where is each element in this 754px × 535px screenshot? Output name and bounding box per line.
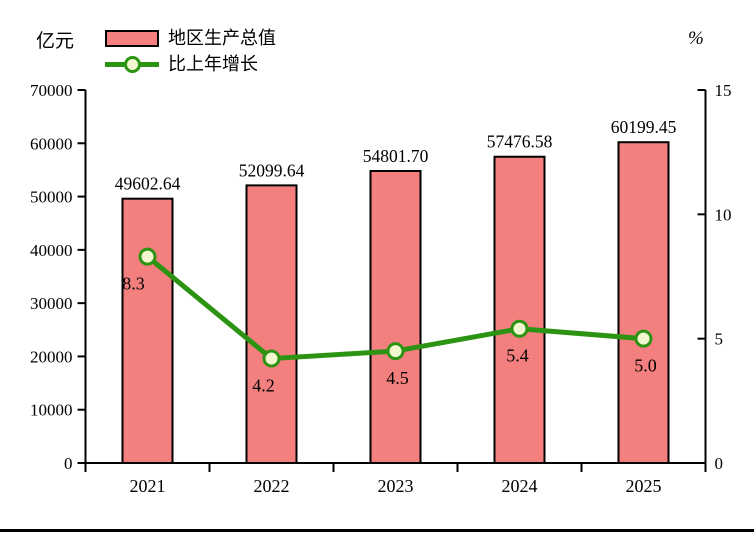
growth-value-label-2022: 4.2 — [252, 376, 275, 396]
bar-value-label-2022: 52099.64 — [239, 160, 305, 180]
right-axis-tick-label: 10 — [715, 205, 732, 224]
right-axis-tick-label: 5 — [715, 330, 724, 349]
growth-value-label-2025: 5.0 — [634, 356, 657, 376]
x-axis-label-2022: 2022 — [254, 476, 290, 496]
left-axis-tick-label: 60000 — [30, 134, 73, 153]
bar-value-label-2023: 54801.70 — [363, 146, 429, 166]
legend-item-growth: 比上年增长 — [105, 55, 276, 74]
right-axis-unit-label: % — [688, 28, 704, 49]
left-axis-unit-label: 亿元 — [36, 31, 75, 52]
legend: 地区生产总值 比上年增长 — [105, 29, 276, 81]
legend-line-marker-icon — [124, 56, 141, 73]
bar-value-label-2024: 57476.58 — [487, 132, 553, 152]
growth-marker-2025 — [634, 329, 653, 348]
bar-2024 — [493, 155, 546, 464]
legend-bar-swatch — [105, 30, 159, 47]
bar-2022 — [245, 184, 298, 464]
left-axis-tick-label: 40000 — [30, 241, 73, 260]
right-axis-tick-label: 0 — [715, 454, 724, 473]
bar-value-label-2021: 49602.64 — [115, 174, 181, 194]
left-axis-tick-label: 30000 — [30, 294, 73, 313]
growth-marker-2024 — [510, 319, 529, 338]
right-axis-tick-label: 15 — [715, 81, 732, 100]
growth-marker-2021 — [138, 247, 157, 266]
growth-marker-2023 — [386, 342, 405, 361]
legend-label-growth: 比上年增长 — [168, 54, 258, 74]
x-axis-label-2024: 2024 — [502, 476, 538, 496]
bar-2021 — [121, 197, 174, 465]
x-axis-label-2023: 2023 — [378, 476, 414, 496]
left-axis-tick-label: 70000 — [30, 81, 73, 100]
legend-item-gdp: 地区生产总值 — [105, 29, 276, 48]
page-bottom-rule — [0, 529, 754, 532]
legend-label-gdp: 地区生产总值 — [168, 28, 276, 48]
left-axis-tick-label: 10000 — [30, 401, 73, 420]
x-axis-label-2025: 2025 — [626, 476, 662, 496]
left-axis-tick-label: 20000 — [30, 347, 73, 366]
legend-line-swatch — [105, 56, 159, 73]
growth-value-label-2024: 5.4 — [506, 346, 529, 366]
left-axis-tick-label: 50000 — [30, 188, 73, 207]
bar-2025 — [617, 141, 670, 464]
x-axis-label-2021: 2021 — [130, 476, 166, 496]
growth-marker-2022 — [262, 349, 281, 368]
bar-value-label-2025: 60199.45 — [611, 117, 677, 137]
growth-value-label-2023: 4.5 — [386, 368, 409, 388]
growth-value-label-2021: 8.3 — [122, 274, 145, 294]
bar-2023 — [369, 169, 422, 464]
left-axis-tick-label: 0 — [64, 454, 73, 473]
